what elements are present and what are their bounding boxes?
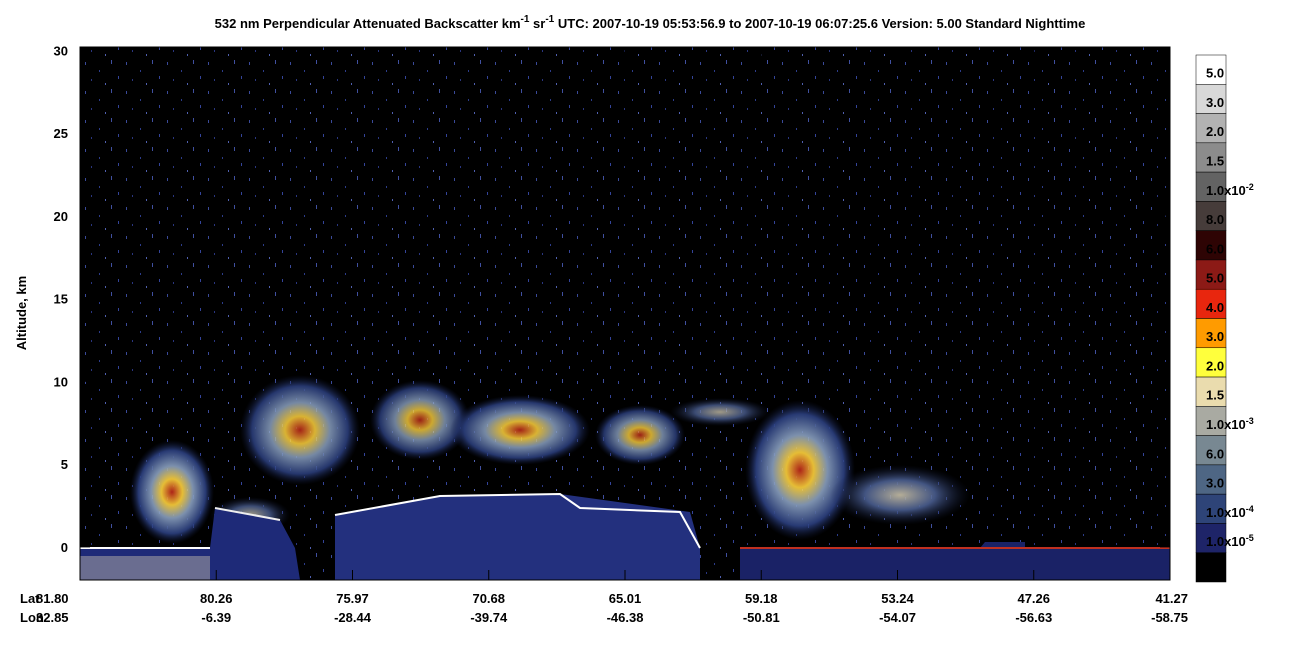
x-tick-label-lat: 70.68 <box>472 591 505 606</box>
colorbar-label: 4.0 <box>1206 300 1224 315</box>
colorbar-label: 1.0x10-4 <box>1206 504 1254 520</box>
y-tick-label: 0 <box>61 540 68 555</box>
colorbar-swatch <box>1195 171 1227 202</box>
colorbar-label-exponent: -3 <box>1246 416 1254 426</box>
x-tick-label-lon: -58.75 <box>1151 610 1188 625</box>
chart-title: 532 nm Perpendicular Attenuated Backscat… <box>215 14 1086 31</box>
colorbar-label-mantissa: 1.0x10 <box>1206 183 1246 198</box>
colorbar-swatch <box>1195 435 1227 466</box>
x-tick-label-lon: -6.39 <box>201 610 231 625</box>
colorbar-label: 3.0 <box>1206 476 1224 491</box>
y-tick-label: 20 <box>54 209 68 224</box>
colorbar-swatch <box>1195 376 1227 407</box>
x-tick-label-lon: -50.81 <box>743 610 780 625</box>
row-label: Lon <box>20 610 44 625</box>
colorbar-label: 5.0 <box>1206 271 1224 286</box>
y-tick-label: 30 <box>54 43 68 58</box>
x-tick-label-lon: -46.38 <box>607 610 644 625</box>
colorbar-swatch <box>1195 552 1227 583</box>
colorbar-label-mantissa: 1.0x10 <box>1206 417 1246 432</box>
backscatter-image <box>80 47 1170 580</box>
colorbar-swatch <box>1195 113 1227 144</box>
x-tick-label-lat: 59.18 <box>745 591 778 606</box>
title-text: sr <box>529 16 545 31</box>
colorbar-label-exponent: -2 <box>1246 182 1254 192</box>
colorbar-label: 1.0x10-2 <box>1206 182 1254 198</box>
colorbar-label: 1.5 <box>1206 153 1224 168</box>
y-tick-label: 10 <box>54 374 68 389</box>
x-tick-label-lat: 80.26 <box>200 591 233 606</box>
colorbar-label: 2.0 <box>1206 358 1224 373</box>
title-text: 532 nm Perpendicular Attenuated Backscat… <box>215 16 521 31</box>
colorbar-swatch <box>1195 347 1227 378</box>
colorbar-swatch <box>1195 142 1227 173</box>
colorbar-label: 3.0 <box>1206 329 1224 344</box>
colorbar-swatch <box>1195 230 1227 261</box>
title-superscript: -1 <box>545 14 554 25</box>
x-tick-label-lon: -28.44 <box>334 610 372 625</box>
colorbar-label-exponent: -4 <box>1246 504 1254 514</box>
colorbar-label: 6.0 <box>1206 241 1224 256</box>
colorbar-swatch <box>1195 318 1227 349</box>
colorbar-label-exponent: -5 <box>1246 533 1254 543</box>
y-tick-label: 25 <box>54 126 68 141</box>
y-axis-label: Altitude, km <box>14 276 29 350</box>
x-tick-label-lat: 53.24 <box>881 591 914 606</box>
colorbar-swatch <box>1195 523 1227 553</box>
colorbar-swatch <box>1195 464 1227 495</box>
colorbar-label: 8.0 <box>1206 212 1224 227</box>
x-tick-label-lat: 65.01 <box>609 591 642 606</box>
colorbar-label: 1.0x10-5 <box>1206 533 1254 549</box>
x-tick-label-lon: -54.07 <box>879 610 916 625</box>
colorbar-swatch <box>1195 201 1227 231</box>
colorbar-label: 5.0 <box>1206 66 1224 81</box>
colorbar-label-mantissa: 1.0x10 <box>1206 505 1246 520</box>
colorbar-swatch <box>1195 54 1227 85</box>
colorbar-label: 6.0 <box>1206 446 1224 461</box>
colorbar-swatch <box>1195 259 1227 290</box>
x-tick-label-lon: -56.63 <box>1015 610 1052 625</box>
y-tick-label: 15 <box>54 292 68 307</box>
colorbar-swatch <box>1195 84 1227 114</box>
row-label: Lat <box>20 591 40 606</box>
y-tick-label: 5 <box>61 457 68 472</box>
colorbar-label: 2.0 <box>1206 124 1224 139</box>
x-tick-label-lon: 32.85 <box>36 610 69 625</box>
colorbar-swatch <box>1195 406 1227 436</box>
colorbar-swatch <box>1195 493 1227 524</box>
x-tick-label-lat: 47.26 <box>1017 591 1050 606</box>
colorbar-label: 3.0 <box>1206 95 1224 110</box>
x-tick-label-lat: 81.80 <box>36 591 69 606</box>
colorbar-label-mantissa: 1.0x10 <box>1206 534 1246 549</box>
title-text: UTC: 2007-10-19 05:53:56.9 to 2007-10-19… <box>554 16 1085 31</box>
x-tick-label-lat: 41.27 <box>1155 591 1188 606</box>
x-tick-label-lon: -39.74 <box>470 610 508 625</box>
colorbar-label: 1.0x10-3 <box>1206 416 1254 432</box>
colorbar-label: 1.5 <box>1206 388 1224 403</box>
x-tick-label-lat: 75.97 <box>336 591 369 606</box>
title-superscript: -1 <box>521 14 530 25</box>
colorbar-swatch <box>1195 288 1227 319</box>
